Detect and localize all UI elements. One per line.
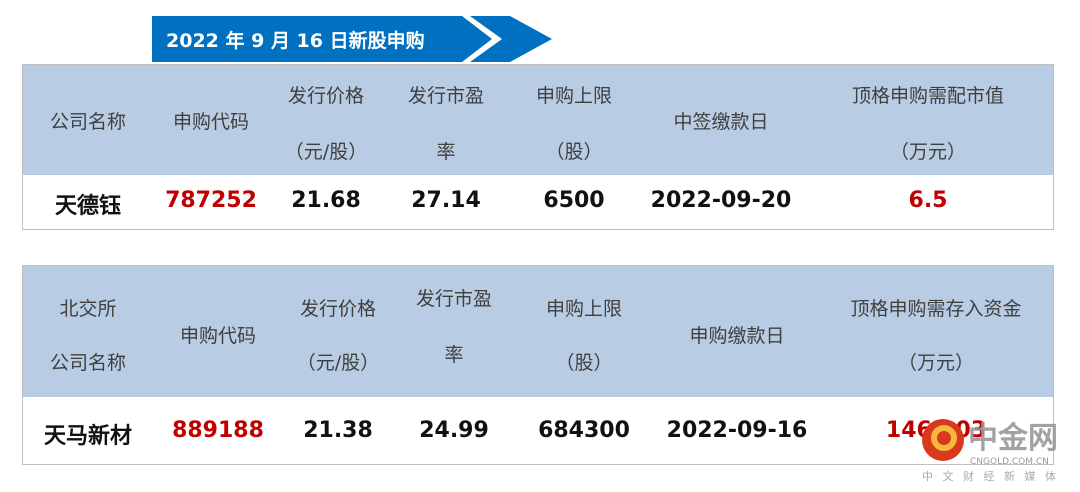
col-date: 申购缴款日 [689,325,785,347]
col-price-unit: （元/股） [296,352,380,374]
ipo-table-main: 公司名称 申购代码 发行价格 （元/股） 发行市盈 率 申购上限 （股） 中签缴… [22,64,1054,230]
col-value: 顶格申购需配市值 [851,85,1005,107]
col-pe: 发行市盈 [415,288,493,310]
col-value-unit: （万元） [897,352,975,374]
pe-ratio: 27.14 [411,188,481,213]
col-company-name: 公司名称 [49,111,127,133]
subscribe-limit: 684300 [538,418,630,443]
payment-date: 2022-09-16 [666,418,808,443]
col-price: 发行价格 [287,85,365,107]
issue-price: 21.38 [303,418,373,443]
col-code: 申购代码 [179,325,257,347]
col-company-name: 公司名称 [49,352,127,374]
company-name: 天德钰 [54,194,122,219]
table-row: 天马新材 889188 21.38 24.99 684300 2022-09-1… [23,397,1053,464]
table-header: 北交所 公司名称 申购代码 发行价格 （元/股） 发行市盈 率 申购上限 （股）… [23,266,1053,397]
col-pe-2: 率 [444,344,464,366]
banner-title: 2022 年 9 月 16 日新股申购 [166,30,425,52]
table-header: 公司名称 申购代码 发行价格 （元/股） 发行市盈 率 申购上限 （股） 中签缴… [23,65,1053,175]
required-value: 6.5 [908,188,948,213]
cngold-logo-icon: 中金网 CNGOLD.COM.CN 中 文 财 经 新 媒 体 [922,419,1059,483]
payment-date: 2022-09-20 [650,188,792,213]
stock-code: 889188 [172,418,264,443]
col-limit: 申购上限 [545,298,623,320]
company-name: 天马新材 [43,424,133,449]
col-exchange: 北交所 [59,298,117,320]
col-pe-2: 率 [436,141,456,163]
ipo-table-bse: 北交所 公司名称 申购代码 发行价格 （元/股） 发行市盈 率 申购上限 （股）… [22,265,1054,465]
col-price-unit: （元/股） [284,141,368,163]
col-limit: 申购上限 [535,85,613,107]
banner-arrow-icon [152,16,552,62]
cngold-watermark: 中金网 CNGOLD.COM.CN 中 文 财 经 新 媒 体 [920,418,1080,488]
title-banner: 2022 年 9 月 16 日新股申购 [152,16,552,62]
subscribe-limit: 6500 [543,188,605,213]
svg-text:中金网: 中金网 [968,421,1058,456]
col-date: 中签缴款日 [673,111,769,133]
col-code: 申购代码 [172,111,250,133]
col-value: 顶格申购需存入资金 [850,298,1022,320]
svg-text:中 文 财 经 新 媒 体: 中 文 财 经 新 媒 体 [922,469,1059,483]
col-value-unit: （万元） [889,141,967,163]
col-pe: 发行市盈 [407,85,485,107]
issue-price: 21.68 [291,188,361,213]
col-limit-unit: （股） [545,141,603,163]
stock-code: 787252 [165,188,257,213]
col-price: 发行价格 [299,298,377,320]
col-limit-unit: （股） [555,352,613,374]
svg-text:CNGOLD.COM.CN: CNGOLD.COM.CN [970,457,1049,467]
pe-ratio: 24.99 [419,418,489,443]
table-row: 天德钰 787252 21.68 27.14 6500 2022-09-20 6… [23,175,1053,229]
